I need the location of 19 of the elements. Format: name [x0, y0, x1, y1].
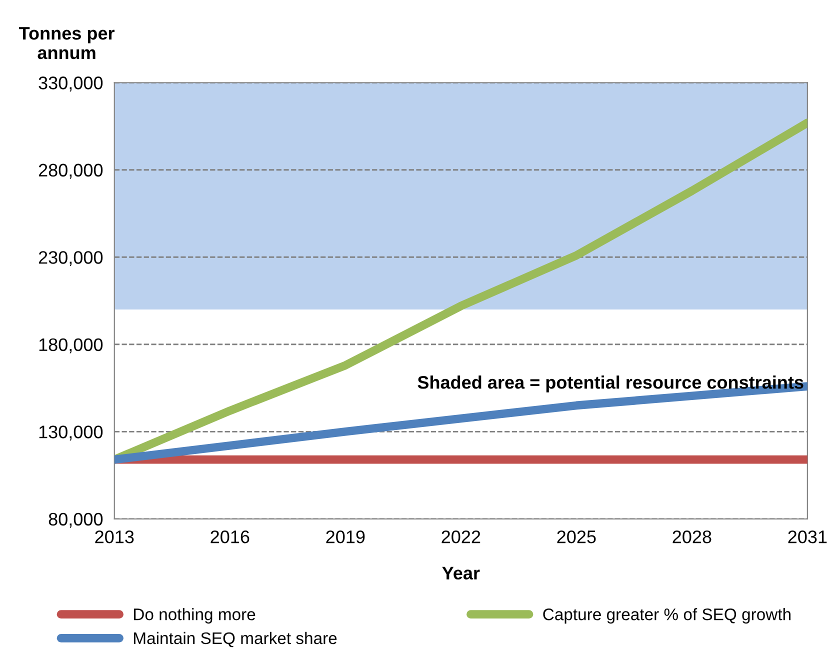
x-tick-label: 2028 [672, 530, 712, 544]
annotation: Shaded area = potential resource constraints [418, 376, 804, 392]
y-tick-label: 130,000 [39, 426, 103, 440]
y-tick-label: 80,000 [48, 512, 103, 528]
legend-label: Capture greater % of SEQ growth [543, 608, 790, 624]
x-tick-label: 2013 [95, 530, 134, 544]
y-axis-title: Tonnes per annum [19, 27, 115, 60]
x-tick-label: 2016 [210, 530, 250, 544]
y-tick-label: 230,000 [38, 251, 103, 266]
y-tick-label: 280,000 [38, 164, 103, 179]
x-tick-label: 2031 [788, 530, 827, 544]
y-tick-label: 330,000 [38, 76, 103, 92]
legend-label: Maintain SEQ market share [134, 632, 337, 648]
x-tick-label: 2022 [442, 530, 480, 544]
x-tick-label: 2025 [557, 530, 596, 544]
y-tick-label: 180,000 [39, 338, 103, 354]
x-tick-label: 2019 [326, 530, 365, 544]
x-axis-title: Year [442, 566, 480, 580]
legend-label: Do nothing more [134, 608, 256, 624]
